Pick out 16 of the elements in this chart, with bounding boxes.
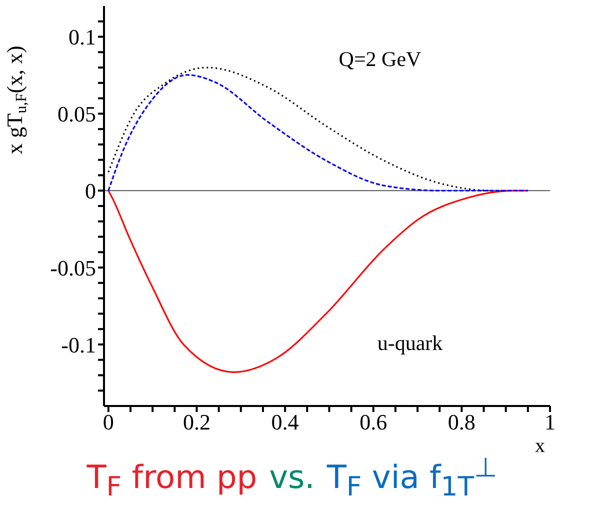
x-tick-label: 0.6 — [360, 410, 388, 435]
text: vs. — [269, 458, 315, 496]
x-tick-label: 0.4 — [271, 410, 299, 435]
x-tick-label: 0.2 — [182, 410, 210, 435]
x-tick-label: 1 — [544, 410, 556, 435]
y-tick-label: -0.05 — [50, 255, 96, 280]
y-tick-label: -0.1 — [61, 332, 96, 358]
x-tick-label: 0 — [102, 410, 114, 435]
annotation: Q=2 GeV — [338, 47, 422, 71]
x-axis-title: x — [535, 435, 545, 457]
y-tick-label: 0.1 — [68, 24, 96, 50]
y-tick-label: 0 — [85, 178, 96, 204]
annotation: u-quark — [377, 331, 444, 355]
x-tick-label: 0.8 — [448, 410, 476, 435]
y-tick-label: 0.05 — [58, 102, 96, 126]
text: T$_{F}$ from pp — [86, 458, 258, 502]
